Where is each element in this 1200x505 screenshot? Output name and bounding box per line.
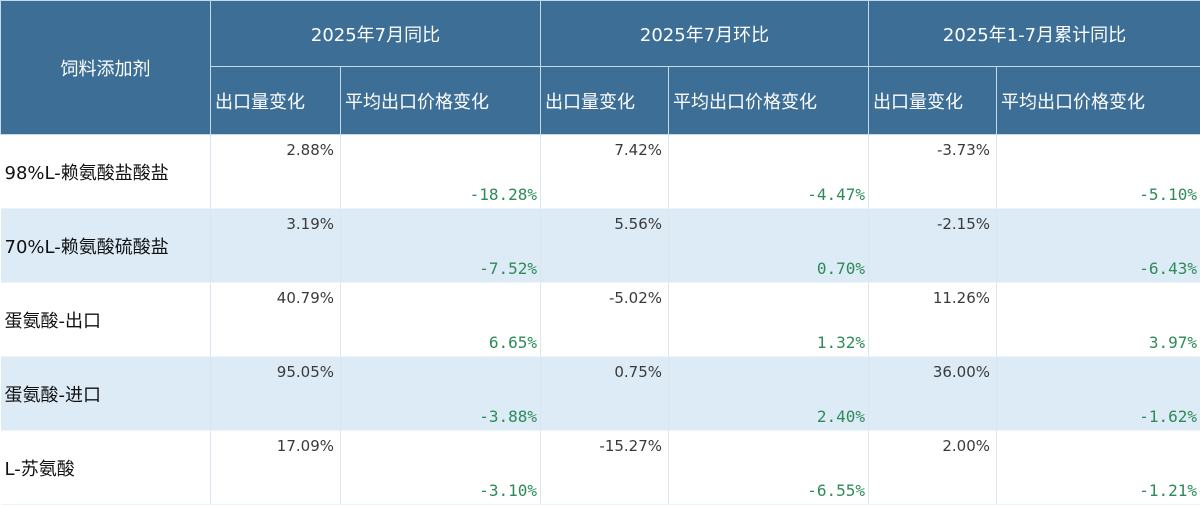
row-name: 蛋氨酸-进口 (1, 357, 211, 431)
cell-price: 3.97% (997, 283, 1200, 357)
cell-volume: 36.00% (869, 357, 997, 431)
cell-volume: -5.02% (541, 283, 669, 357)
cell-volume: -2.15% (869, 209, 997, 283)
cell-price: 1.32% (669, 283, 869, 357)
cell-volume: 5.56% (541, 209, 669, 283)
cell-volume: -3.73% (869, 135, 997, 209)
header-sub: 平均出口价格变化 (341, 67, 541, 135)
cell-volume: 11.26% (869, 283, 997, 357)
cell-price: -3.88% (341, 357, 541, 431)
header-sub: 平均出口价格变化 (669, 67, 869, 135)
row-name: 98%L-赖氨酸盐酸盐 (1, 135, 211, 209)
row-name: L-苏氨酸 (1, 431, 211, 505)
row-name: 70%L-赖氨酸硫酸盐 (1, 209, 211, 283)
header-sub: 出口量变化 (541, 67, 669, 135)
cell-volume: 2.00% (869, 431, 997, 505)
cell-price: -5.10% (997, 135, 1200, 209)
table-row: L-苏氨酸 17.09% -3.10% -15.27% -6.55% 2.00%… (1, 431, 1200, 505)
cell-volume: 0.75% (541, 357, 669, 431)
header-sub: 平均出口价格变化 (997, 67, 1200, 135)
cell-price: -3.10% (341, 431, 541, 505)
cell-price: -4.47% (669, 135, 869, 209)
cell-price: -6.55% (669, 431, 869, 505)
row-name: 蛋氨酸-出口 (1, 283, 211, 357)
header-sub: 出口量变化 (869, 67, 997, 135)
cell-volume: 40.79% (211, 283, 341, 357)
cell-price: -1.21% (997, 431, 1200, 505)
header-group-mom: 2025年7月环比 (541, 1, 869, 67)
cell-volume: 3.19% (211, 209, 341, 283)
cell-price: 6.65% (341, 283, 541, 357)
cell-price: -7.52% (341, 209, 541, 283)
header-sub: 出口量变化 (211, 67, 341, 135)
cell-price: 0.70% (669, 209, 869, 283)
header-group-yoy: 2025年7月同比 (211, 1, 541, 67)
cell-price: -18.28% (341, 135, 541, 209)
table-row: 蛋氨酸-出口 40.79% 6.65% -5.02% 1.32% 11.26% … (1, 283, 1200, 357)
cell-price: 2.40% (669, 357, 869, 431)
cell-volume: 2.88% (211, 135, 341, 209)
cell-volume: 95.05% (211, 357, 341, 431)
header-row-groups: 饲料添加剂 2025年7月同比 2025年7月环比 2025年1-7月累计同比 (1, 1, 1200, 67)
table-row: 98%L-赖氨酸盐酸盐 2.88% -18.28% 7.42% -4.47% -… (1, 135, 1200, 209)
header-group-ytd: 2025年1-7月累计同比 (869, 1, 1200, 67)
table-row: 70%L-赖氨酸硫酸盐 3.19% -7.52% 5.56% 0.70% -2.… (1, 209, 1200, 283)
cell-volume: -15.27% (541, 431, 669, 505)
cell-volume: 17.09% (211, 431, 341, 505)
cell-volume: 7.42% (541, 135, 669, 209)
header-corner: 饲料添加剂 (1, 1, 211, 135)
cell-price: -1.62% (997, 357, 1200, 431)
cell-price: -6.43% (997, 209, 1200, 283)
table-row: 蛋氨酸-进口 95.05% -3.88% 0.75% 2.40% 36.00% … (1, 357, 1200, 431)
